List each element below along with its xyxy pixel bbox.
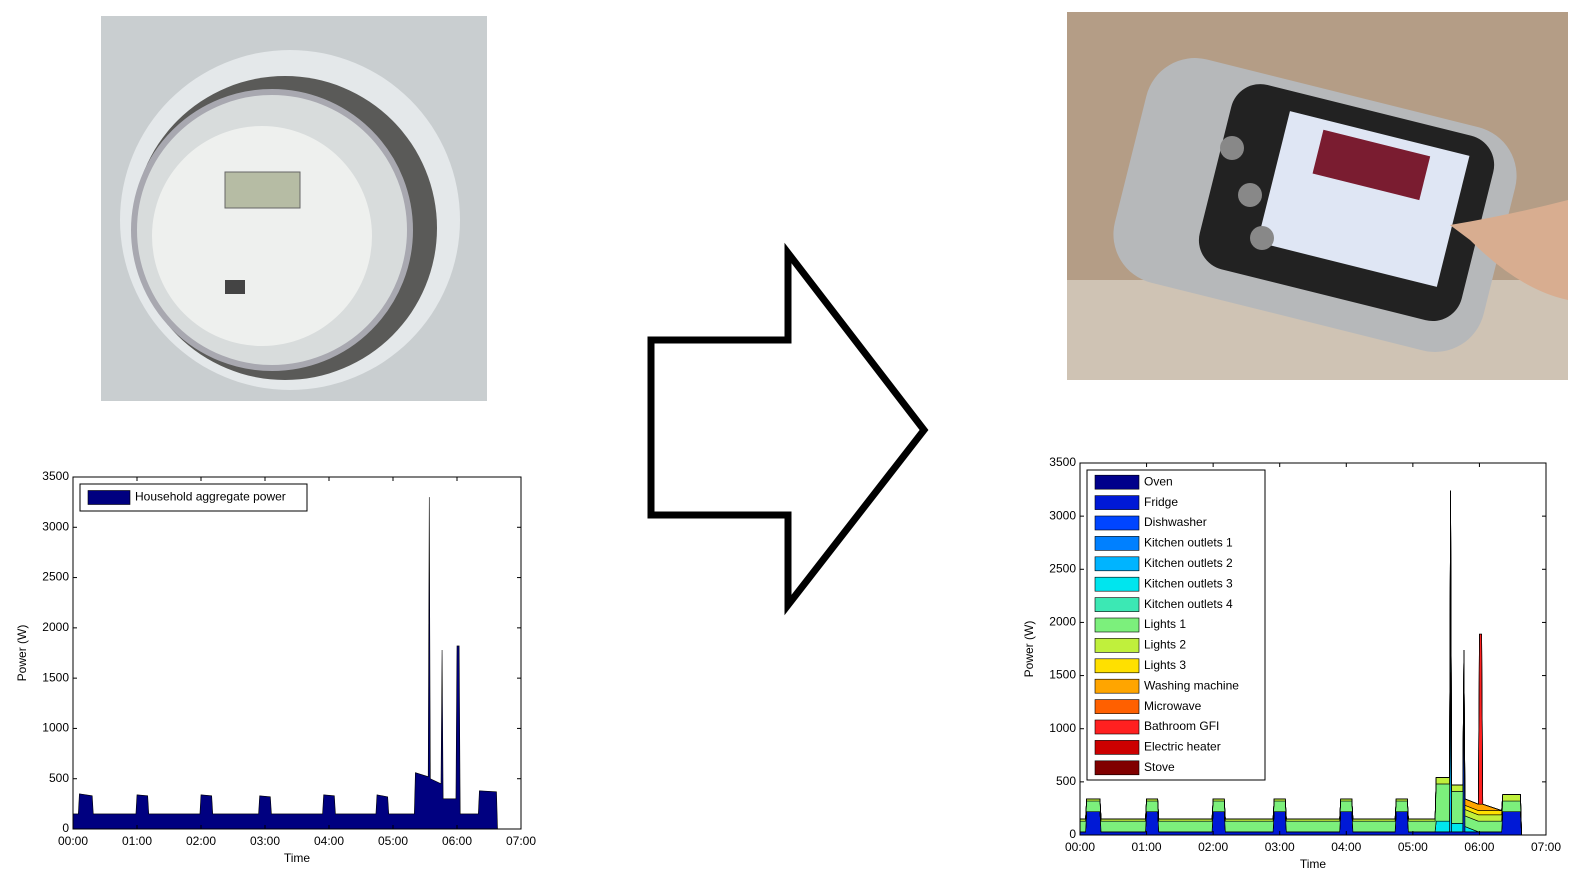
x-tick-label: 00:00 — [58, 834, 88, 848]
y-axis-label: Power (W) — [15, 625, 29, 682]
legend-swatch — [1095, 720, 1139, 734]
legend-swatch — [1095, 638, 1139, 652]
legend-label: Household aggregate power — [135, 490, 286, 504]
y-tick-label: 3000 — [1049, 508, 1076, 522]
legend-swatch — [1095, 679, 1139, 693]
y-axis-label: Power (W) — [1022, 621, 1036, 678]
legend-label: Stove — [1144, 760, 1175, 774]
legend-swatch — [88, 491, 130, 505]
legend-swatch — [1095, 496, 1139, 510]
x-axis-label: Time — [284, 851, 311, 865]
x-tick-label: 07:00 — [1531, 840, 1561, 854]
legend-label: Electric heater — [1144, 740, 1221, 754]
legend-label: Bathroom GFI — [1144, 719, 1219, 733]
y-tick-label: 3000 — [42, 519, 69, 533]
x-tick-label: 05:00 — [1398, 840, 1428, 854]
y-tick-label: 0 — [62, 821, 69, 835]
x-tick-label: 03:00 — [250, 834, 280, 848]
x-axis-label: Time — [1300, 857, 1327, 871]
y-tick-label: 1000 — [1049, 721, 1076, 735]
legend-swatch — [1095, 740, 1139, 754]
x-tick-label: 02:00 — [186, 834, 216, 848]
legend-swatch — [1095, 618, 1139, 632]
x-tick-label: 04:00 — [314, 834, 344, 848]
x-tick-label: 04:00 — [1331, 840, 1361, 854]
x-tick-label: 03:00 — [1265, 840, 1295, 854]
meter-photo — [101, 16, 487, 401]
x-tick-label: 01:00 — [1132, 840, 1162, 854]
x-tick-label: 00:00 — [1065, 840, 1095, 854]
legend-label: Lights 2 — [1144, 638, 1186, 652]
legend-label: Lights 3 — [1144, 658, 1186, 672]
legend-swatch — [1095, 475, 1139, 489]
y-tick-label: 2500 — [42, 570, 69, 584]
y-tick-label: 3500 — [42, 469, 69, 483]
legend-label: Oven — [1144, 474, 1173, 488]
x-tick-label: 05:00 — [378, 834, 408, 848]
legend-label: Kitchen outlets 3 — [1144, 576, 1233, 590]
legend-swatch — [1095, 700, 1139, 714]
legend-label: Fridge — [1144, 495, 1178, 509]
y-tick-label: 1000 — [42, 721, 69, 735]
arrow — [651, 253, 924, 605]
y-tick-label: 3500 — [1049, 455, 1076, 469]
legend-swatch — [1095, 536, 1139, 550]
area — [73, 497, 498, 829]
y-tick-label: 2500 — [1049, 561, 1076, 575]
y-tick-label: 2000 — [42, 620, 69, 634]
y-tick-label: 500 — [1056, 774, 1076, 788]
legend-label: Kitchen outlets 1 — [1144, 536, 1233, 550]
legend-swatch — [1095, 557, 1139, 571]
x-tick-label: 02:00 — [1198, 840, 1228, 854]
legend-label: Washing machine — [1144, 678, 1239, 692]
y-tick-label: 1500 — [1049, 668, 1076, 682]
y-tick-label: 500 — [49, 771, 69, 785]
display-photo — [1067, 12, 1568, 380]
x-tick-label: 01:00 — [122, 834, 152, 848]
legend-swatch — [1095, 577, 1139, 591]
legend-label: Kitchen outlets 2 — [1144, 556, 1233, 570]
legend-swatch — [1095, 598, 1139, 612]
y-tick-label: 2000 — [1049, 615, 1076, 629]
plot-frame — [73, 477, 521, 829]
y-tick-label: 0 — [1069, 827, 1076, 841]
legend-swatch — [1095, 761, 1139, 775]
y-tick-label: 1500 — [42, 670, 69, 684]
legend-label: Microwave — [1144, 699, 1202, 713]
legend-label: Kitchen outlets 4 — [1144, 597, 1233, 611]
x-tick-label: 06:00 — [442, 834, 472, 848]
page: 050010001500200025003000350000:0001:0002… — [0, 0, 1581, 879]
legend-swatch — [1095, 516, 1139, 530]
x-tick-label: 07:00 — [506, 834, 536, 848]
legend-label: Dishwasher — [1144, 515, 1207, 529]
x-tick-label: 06:00 — [1464, 840, 1494, 854]
legend-swatch — [1095, 659, 1139, 673]
legend-label: Lights 1 — [1144, 617, 1186, 631]
